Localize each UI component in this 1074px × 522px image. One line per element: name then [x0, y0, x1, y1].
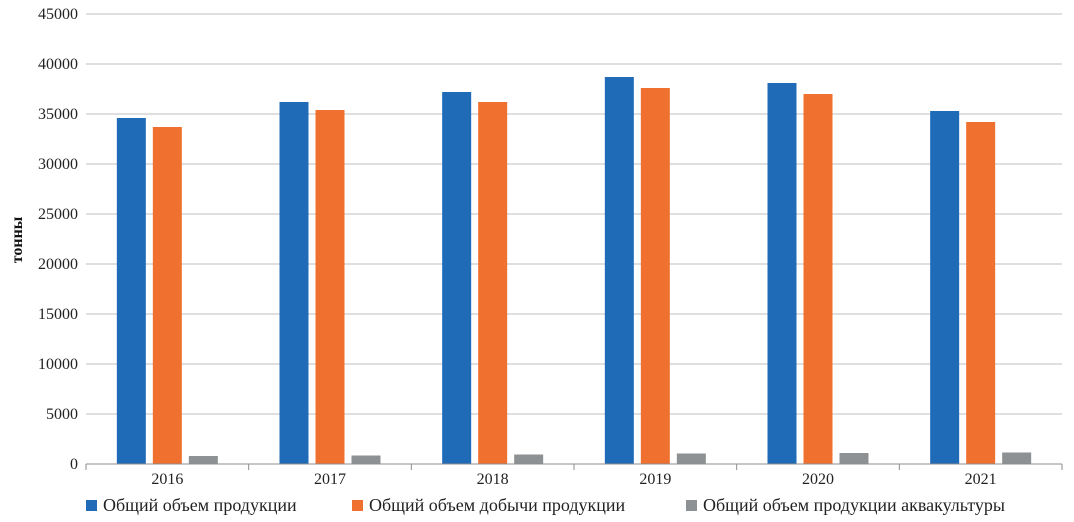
x-tick-label: 2016	[151, 471, 183, 488]
bar-2018-series-3	[514, 454, 544, 464]
bars	[116, 77, 1032, 464]
legend: Общий объем продукции Общий объем добычи …	[86, 495, 1005, 515]
y-tick-label: 15000	[38, 306, 78, 323]
y-tick-label: 40000	[38, 56, 78, 73]
legend-swatch-1	[86, 500, 97, 511]
bar-2017-series-2	[315, 110, 345, 464]
y-tick-label: 35000	[38, 106, 78, 123]
grid-lines	[86, 13, 1062, 415]
legend-swatch-2	[352, 500, 363, 511]
bar-2020-series-1	[767, 83, 797, 464]
legend-label-1: Общий объем продукции	[103, 495, 297, 515]
bar-2021-series-1	[930, 111, 960, 464]
bar-2019-series-3	[676, 453, 706, 464]
y-tick-label: 25000	[38, 206, 78, 223]
bar-2020-series-3	[839, 453, 869, 464]
bar-2019-series-2	[640, 88, 670, 464]
y-tick-label: 0	[70, 456, 78, 473]
bar-2021-series-2	[966, 122, 996, 464]
bar-2018-series-2	[478, 102, 508, 464]
x-axis: 2016 2017 2018 2019 2020 2021	[85, 463, 1063, 488]
legend-label-2: Общий объем добычи продукции	[369, 495, 626, 515]
y-tick-label: 20000	[38, 256, 78, 273]
bar-2016-series-2	[152, 127, 182, 464]
x-tick-label: 2021	[965, 471, 997, 488]
x-tick-label: 2018	[477, 471, 509, 488]
x-tick-label: 2019	[639, 471, 671, 488]
bar-2016-series-1	[116, 118, 146, 464]
x-tick-label: 2020	[802, 471, 834, 488]
y-axis-title: тонны	[9, 216, 26, 263]
bar-2018-series-1	[442, 92, 472, 464]
y-tick-label: 30000	[38, 156, 78, 173]
bar-2017-series-3	[351, 455, 381, 464]
bar-2020-series-2	[803, 94, 833, 464]
x-tick-label: 2017	[314, 471, 346, 488]
bar-2016-series-3	[188, 456, 218, 464]
legend-label-3: Общий объем продукции аквакультуры	[703, 495, 1005, 515]
y-tick-label: 5000	[46, 406, 78, 423]
y-tick-label: 10000	[38, 356, 78, 373]
bar-2019-series-1	[604, 77, 634, 464]
bar-2017-series-1	[279, 102, 309, 464]
y-tick-label: 45000	[38, 6, 78, 23]
legend-swatch-3	[686, 500, 697, 511]
bar-2021-series-3	[1002, 452, 1032, 464]
y-axis-ticks: 0 5000 10000 15000 20000 25000 30000 35000 40000…	[38, 6, 78, 473]
